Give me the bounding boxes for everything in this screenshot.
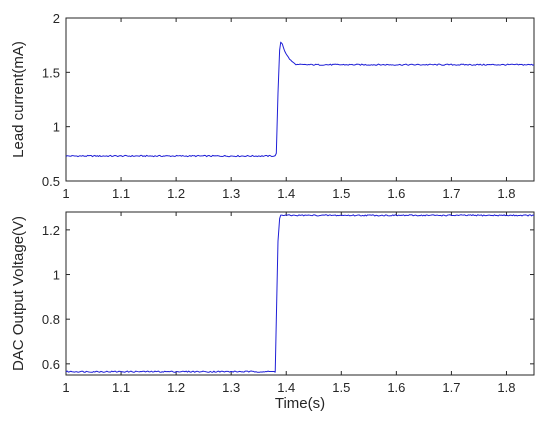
- y-tick-label: 1: [53, 120, 60, 135]
- x-tick-label: 1.3: [222, 186, 240, 201]
- y-tick-label: 1.2: [42, 223, 60, 238]
- series-line-top: [65, 41, 535, 158]
- x-tick-label: 1.1: [112, 380, 130, 395]
- x-tick-label: 1.7: [442, 186, 460, 201]
- y-tick-label: 2: [53, 11, 60, 26]
- axes-box: [65, 17, 535, 182]
- y-tick-label: 1.5: [42, 65, 60, 80]
- x-tick-label: 1.8: [497, 380, 515, 395]
- x-tick-label: 1.2: [167, 186, 185, 201]
- x-tick-label: 1: [62, 186, 69, 201]
- series-line-bottom: [65, 214, 535, 373]
- axes-box: [65, 211, 535, 376]
- x-tick-label: 1.2: [167, 380, 185, 395]
- y-axis-label: Lead current(mA): [10, 41, 27, 158]
- x-tick-label: 1.4: [277, 380, 295, 395]
- y-axis-label: DAC Output Voltage(V): [10, 216, 27, 371]
- x-tick-label: 1.5: [332, 186, 350, 201]
- x-tick-label: 1.6: [387, 186, 405, 201]
- x-tick-label: 1.6: [387, 380, 405, 395]
- x-tick-label: 1.3: [222, 380, 240, 395]
- y-tick-label: 1: [53, 268, 60, 283]
- x-tick-label: 1.7: [442, 380, 460, 395]
- y-tick-label: 0.6: [42, 357, 60, 372]
- y-tick-label: 0.8: [42, 312, 60, 327]
- plot-bottom: 1 1.1 1.2 1.3 1.4 1.5 1.6 1.7 1.8 0.6 0.8 1 1.2 DAC O…: [10, 211, 535, 412]
- x-axis-label: Time(s): [275, 395, 325, 412]
- x-tick-label: 1.4: [277, 186, 295, 201]
- y-tick-label: 0.5: [42, 174, 60, 189]
- x-tick-label: 1: [62, 380, 69, 395]
- x-tick-label: 1.5: [332, 380, 350, 395]
- x-tick-label: 1.1: [112, 186, 130, 201]
- x-tick-label: 1.8: [497, 186, 515, 201]
